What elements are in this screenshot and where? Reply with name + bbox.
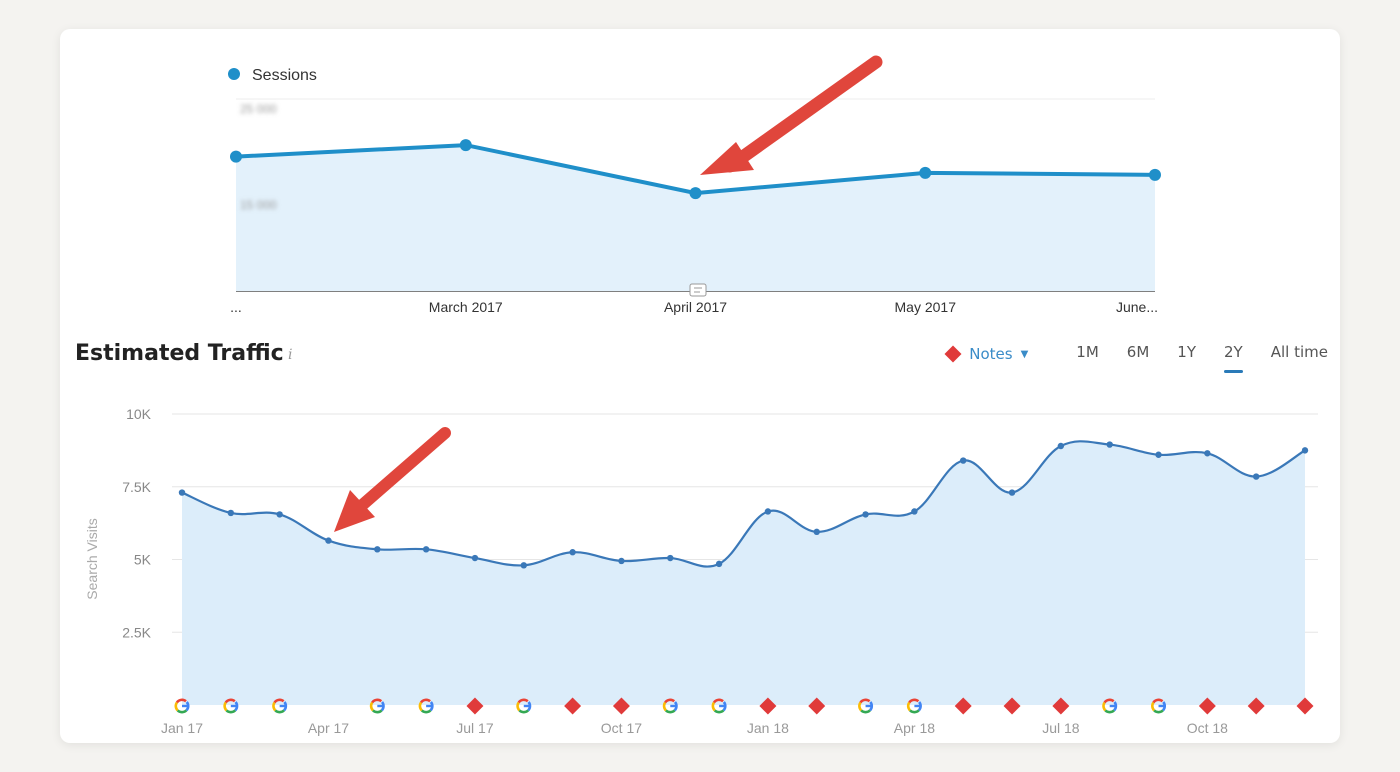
y-tick-label: 2.5K <box>122 624 151 640</box>
note-marker-icon[interactable] <box>1247 697 1265 715</box>
note-marker-icon[interactable] <box>759 697 777 715</box>
google-update-icon[interactable] <box>516 698 532 714</box>
traffic-point[interactable] <box>1301 447 1309 454</box>
x-tick-label: ... <box>230 299 242 315</box>
sessions-legend-label: Sessions <box>252 67 317 84</box>
traffic-point[interactable] <box>960 457 967 464</box>
google-update-icon[interactable] <box>906 698 922 714</box>
google-update-icon[interactable] <box>223 698 239 714</box>
note-marker-icon[interactable] <box>466 697 484 715</box>
sessions-point[interactable] <box>919 166 932 179</box>
traffic-card: ... March 2017 April 2017 May 2017 June... 2… <box>60 29 1340 743</box>
y-axis-label: Search Visits <box>84 518 100 599</box>
google-update-icon[interactable] <box>858 698 874 714</box>
traffic-point[interactable] <box>1008 489 1016 496</box>
annotation-icon[interactable] <box>689 283 707 297</box>
chart-controls: Notes ▼ 1M 6M 1Y 2Y All time <box>944 339 1328 373</box>
note-marker-icon[interactable] <box>564 697 582 715</box>
traffic-point[interactable] <box>569 549 576 556</box>
sessions-point[interactable] <box>230 150 242 163</box>
note-marker-icon[interactable] <box>1052 697 1070 715</box>
traffic-point[interactable] <box>667 554 674 562</box>
x-tick-label: Jul 17 <box>456 720 494 736</box>
x-tick-label: June... <box>1116 299 1158 315</box>
sessions-point[interactable] <box>689 187 702 200</box>
note-marker-icon[interactable] <box>612 697 630 715</box>
y-tick-label: 5K <box>134 552 152 568</box>
x-tick-label: May 2017 <box>895 299 957 315</box>
traffic-point[interactable] <box>715 560 723 568</box>
google-update-icon[interactable] <box>174 698 190 714</box>
traffic-point[interactable] <box>1204 450 1211 457</box>
sessions-legend[interactable]: Sessions <box>228 67 317 84</box>
traffic-line <box>181 440 1306 568</box>
y-tick-label: 25 000 <box>240 102 277 116</box>
traffic-point[interactable] <box>618 557 625 565</box>
traffic-point[interactable] <box>764 508 772 515</box>
traffic-area <box>182 441 1305 705</box>
notes-dropdown[interactable]: Notes ▼ <box>944 345 1029 363</box>
arrow-icon <box>700 55 883 175</box>
traffic-point[interactable] <box>862 511 869 518</box>
traffic-point[interactable] <box>325 537 332 544</box>
note-marker-icon[interactable] <box>1296 697 1314 715</box>
traffic-point[interactable] <box>1057 442 1065 450</box>
x-tick-label: Apr 17 <box>308 720 349 736</box>
google-update-icon[interactable] <box>418 698 434 714</box>
sessions-area <box>236 145 1155 291</box>
note-marker-icon[interactable] <box>954 697 972 715</box>
note-marker-icon[interactable] <box>1198 697 1216 715</box>
traffic-point[interactable] <box>178 489 186 496</box>
traffic-point[interactable] <box>813 528 820 536</box>
x-tick-label: April 2017 <box>664 299 727 315</box>
traffic-point[interactable] <box>227 509 235 517</box>
y-tick-label: 15 000 <box>240 198 277 212</box>
google-update-icon[interactable] <box>711 698 727 714</box>
sessions-chart: ... March 2017 April 2017 May 2017 June... 2… <box>228 55 1161 315</box>
note-diamond-icon <box>944 345 962 363</box>
traffic-point[interactable] <box>276 511 283 518</box>
traffic-point[interactable] <box>471 554 479 562</box>
google-update-icon[interactable] <box>272 698 288 714</box>
arrow-icon <box>334 427 451 532</box>
notes-label: Notes <box>969 345 1013 363</box>
note-marker-icon[interactable] <box>808 697 826 715</box>
google-update-icon[interactable] <box>662 698 678 714</box>
traffic-point[interactable] <box>374 546 381 553</box>
range-2y-button[interactable]: 2Y <box>1224 343 1243 373</box>
x-tick-label: Jul 18 <box>1042 720 1080 736</box>
range-6m-button[interactable]: 6M <box>1126 343 1150 361</box>
x-tick-label: Jan 17 <box>161 720 203 736</box>
x-tick-label: Oct 17 <box>601 720 642 736</box>
google-update-icon[interactable] <box>369 698 385 714</box>
caret-down-icon: ▼ <box>1020 348 1029 360</box>
google-update-icon[interactable] <box>1102 698 1118 714</box>
x-tick-label: Apr 18 <box>894 720 935 736</box>
sessions-point[interactable] <box>1149 168 1161 181</box>
traffic-point[interactable] <box>1252 473 1260 480</box>
x-tick-label: March 2017 <box>429 299 503 315</box>
sessions-legend-dot <box>228 68 240 80</box>
note-marker-icon[interactable] <box>1003 697 1021 715</box>
range-1y-button[interactable]: 1Y <box>1177 343 1197 361</box>
y-tick-label: 7.5K <box>122 479 151 495</box>
range-all-time-button[interactable]: All time <box>1270 343 1328 361</box>
google-update-icon[interactable] <box>1151 698 1166 714</box>
info-icon[interactable]: i <box>288 347 293 363</box>
range-1m-button[interactable]: 1M <box>1076 343 1099 361</box>
x-tick-label: Jan 18 <box>747 720 789 736</box>
y-tick-label: 10K <box>126 406 152 422</box>
chart-title: Estimated Traffic <box>75 341 284 366</box>
traffic-point[interactable] <box>1155 451 1162 458</box>
sessions-point[interactable] <box>459 139 472 152</box>
traffic-point[interactable] <box>1106 441 1113 448</box>
x-tick-label: Oct 18 <box>1187 720 1228 736</box>
traffic-point[interactable] <box>520 562 527 569</box>
traffic-point[interactable] <box>422 546 430 553</box>
traffic-point[interactable] <box>911 508 918 515</box>
